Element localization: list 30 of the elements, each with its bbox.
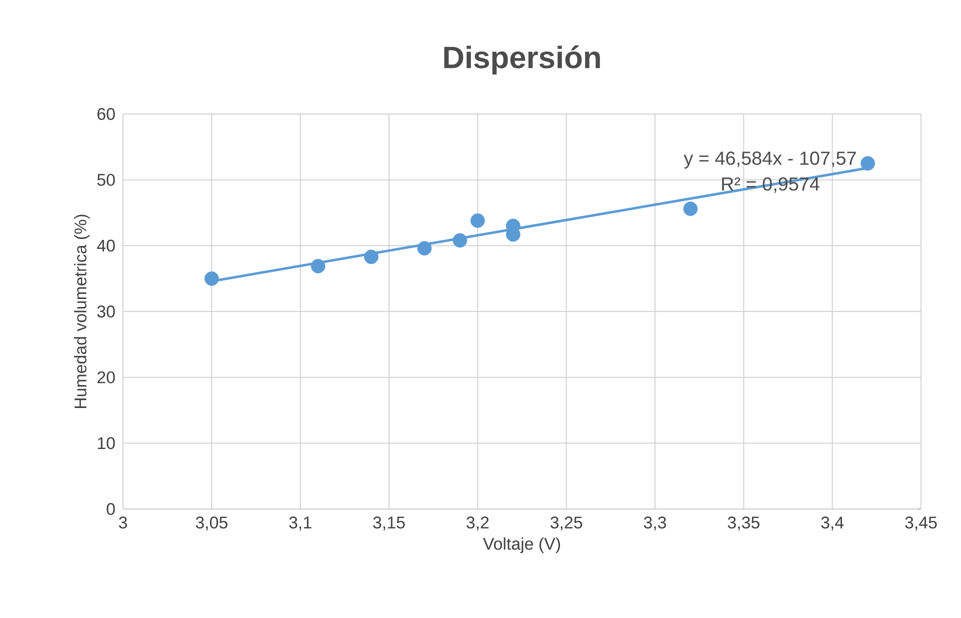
x-tick-label: 3,15	[373, 516, 405, 531]
point	[683, 202, 698, 216]
x-tick-label: 3,1	[289, 516, 312, 531]
annotation: y = 46,584x - 107,57	[684, 152, 856, 169]
annotation: R² = 0,9574	[722, 177, 820, 193]
x-tick-label: 3,35	[728, 516, 760, 531]
chart-title: Dispersión	[444, 45, 600, 74]
x-tick-label: 3,3	[644, 516, 666, 531]
y-tick-label: 50	[97, 174, 115, 186]
y-tick-label: 60	[98, 108, 115, 120]
y-tick-label: 0	[106, 503, 115, 515]
x-tick-label: 3,2	[466, 516, 489, 531]
point	[417, 241, 432, 256]
x-tick-label: 3	[118, 516, 127, 529]
y-tick-label: 10	[98, 437, 115, 450]
y-tick-label: 30	[97, 306, 115, 318]
x-tick-label: 3,25	[550, 516, 582, 531]
point	[204, 271, 219, 286]
y-tick-label: 40	[97, 240, 115, 252]
point	[860, 156, 876, 171]
y-tick-label: 20	[98, 371, 115, 384]
y-axis-title: Humedad volumetrica (%)	[74, 214, 90, 408]
point	[452, 233, 468, 248]
x-tick-label: 3,05	[196, 516, 228, 531]
point	[470, 213, 485, 228]
x-tick-label: 3,45	[905, 516, 937, 531]
x-tick-label: 3,4	[821, 516, 844, 531]
point	[364, 250, 378, 264]
x-axis-title: Voltaje (V)	[483, 537, 560, 554]
point	[310, 258, 326, 274]
